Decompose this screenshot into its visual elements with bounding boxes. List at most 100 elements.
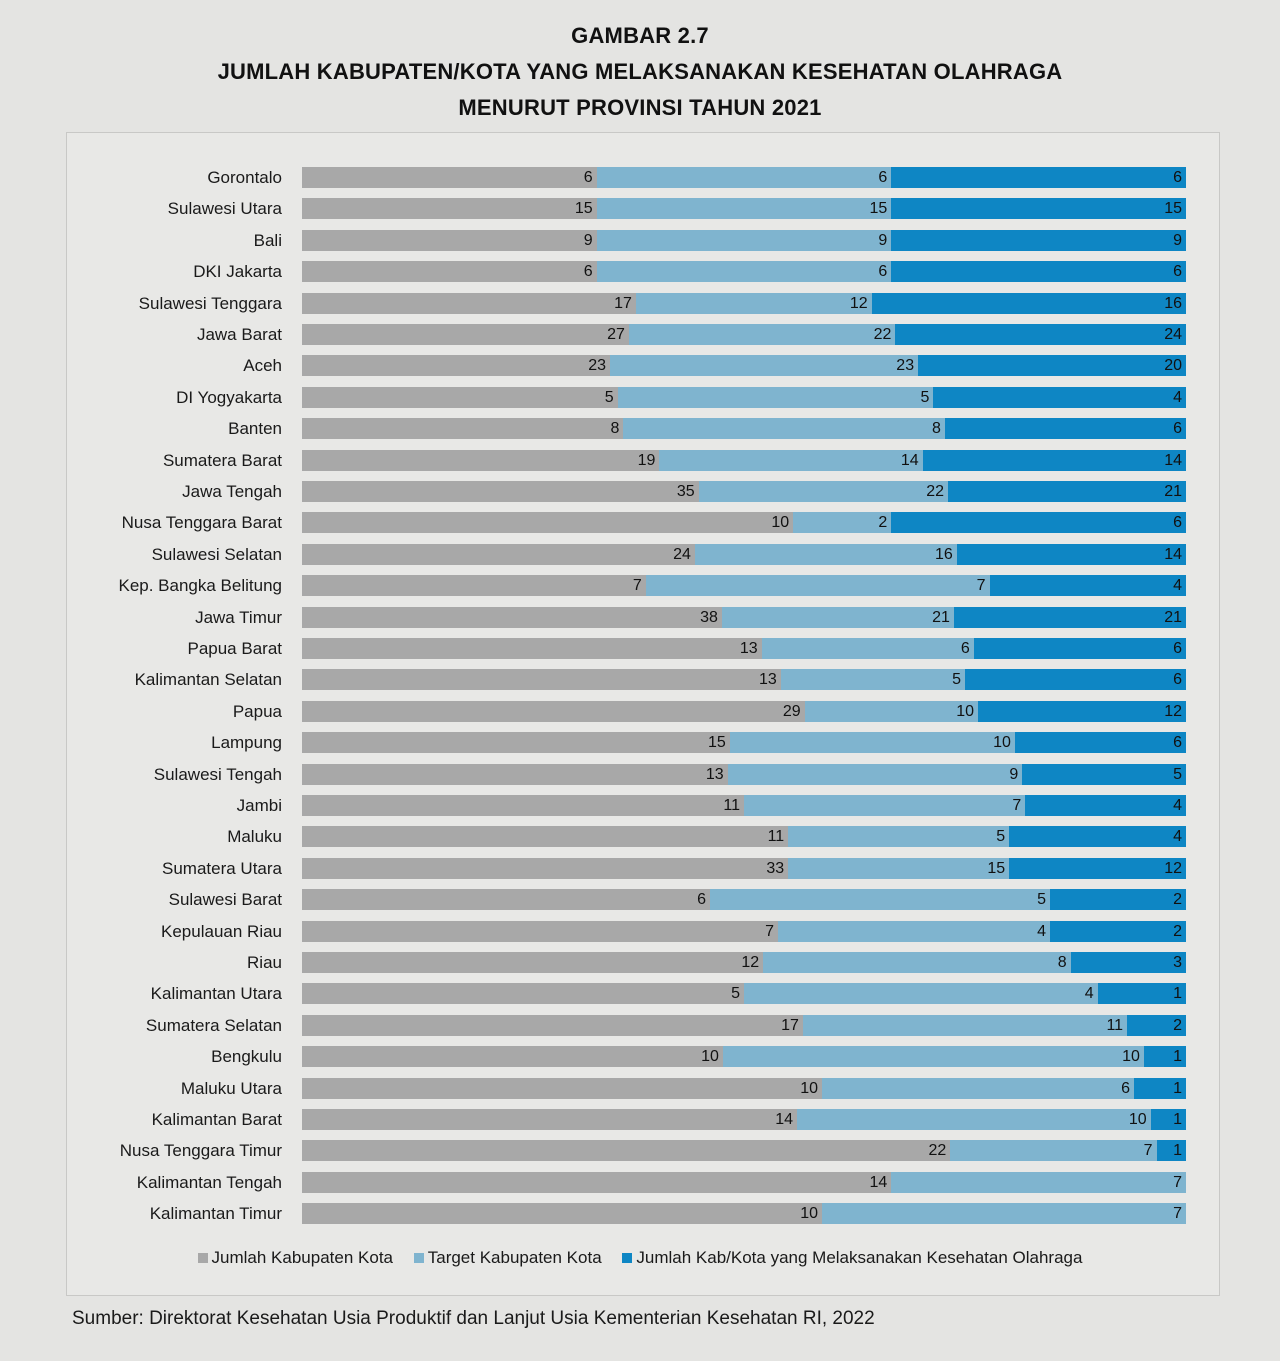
bar-row: 6 5 2	[302, 889, 1186, 911]
bar-segment-target	[822, 1077, 1134, 1099]
data-label-jumlah: 38	[700, 608, 718, 626]
bar-segment-target	[698, 481, 948, 502]
bar-segment-melaksanakan	[871, 292, 1186, 314]
bar-segment-melaksanakan	[1134, 1077, 1186, 1099]
bar-segment-melaksanakan	[1070, 952, 1186, 973]
legend-item-melaksanakan: Jumlah Kab/Kota yang Melaksanakan Keseha…	[622, 1248, 1082, 1268]
category-label: Jambi	[236, 796, 282, 815]
bar-segment-target	[710, 889, 1050, 911]
bar-segment-target	[804, 700, 978, 722]
data-label-target: 9	[1009, 765, 1019, 783]
bar-segment-melaksanakan	[891, 261, 1186, 283]
bar-segment-melaksanakan	[1009, 857, 1186, 879]
bar-segment-target	[778, 920, 1050, 942]
bar-row: 13 5 6	[302, 669, 1186, 691]
bar-segment-jumlah	[302, 261, 597, 283]
data-label-target: 6	[1121, 1079, 1130, 1097]
bar-segment-melaksanakan	[948, 481, 1186, 502]
bar-row: 19 14 14	[302, 449, 1186, 471]
data-label-jumlah: 7	[765, 922, 774, 940]
data-label-melaksanakan: 4	[1173, 577, 1182, 595]
bar-segment-melaksanakan	[1050, 920, 1186, 942]
data-label-melaksanakan: 2	[1173, 1016, 1182, 1034]
bar-segment-target	[623, 418, 945, 440]
data-label-target: 5	[1037, 891, 1046, 909]
data-label-target: 7	[1173, 1205, 1182, 1223]
bar-segment-jumlah	[302, 669, 781, 691]
data-label-jumlah: 19	[637, 451, 656, 469]
legend-swatch-jumlah	[197, 1253, 208, 1263]
bar-row: 10 7	[302, 1203, 1186, 1225]
category-label: Maluku	[227, 827, 282, 847]
bar-row: 35 22 21	[302, 481, 1186, 502]
category-label: Sumatera Selatan	[145, 1015, 282, 1035]
category-label: Sumatera Utara	[162, 858, 282, 878]
bar-segment-jumlah	[302, 575, 646, 597]
data-label-jumlah: 13	[705, 765, 724, 783]
legend-label-jumlah: Jumlah Kabupaten Kota	[211, 1248, 393, 1267]
bar-row: 13 6 6	[302, 638, 1186, 659]
data-label-melaksanakan: 2	[1173, 922, 1182, 940]
data-label-target: 5	[996, 828, 1006, 846]
bar-segment-jumlah	[302, 449, 660, 471]
legend-item-jumlah: Jumlah Kabupaten Kota	[197, 1248, 393, 1268]
data-label-target: 6	[878, 169, 888, 186]
data-label-melaksanakan: 1	[1173, 1142, 1182, 1160]
bar-segment-melaksanakan	[1156, 1140, 1186, 1162]
bar-row: 11 5 4	[302, 826, 1186, 848]
bar-row: 8 8 6	[302, 418, 1186, 440]
bar-segment-target	[617, 386, 934, 408]
bar-row: 17 11 2	[302, 1014, 1186, 1036]
data-label-jumlah: 7	[632, 577, 642, 595]
bar-segment-jumlah	[302, 386, 618, 408]
data-label-melaksanakan: 1	[1173, 1111, 1182, 1128]
data-label-melaksanakan: 6	[1173, 671, 1182, 689]
bar-segment-melaksanakan	[895, 324, 1186, 345]
bar-row: 14 7	[302, 1171, 1186, 1193]
bar-row: 27 22 24	[302, 324, 1186, 345]
data-label-target: 6	[878, 263, 888, 281]
bar-segment-melaksanakan	[989, 575, 1186, 597]
category-label: Gorontalo	[207, 168, 282, 187]
data-label-jumlah: 15	[707, 734, 726, 752]
bar-segment-melaksanakan	[933, 386, 1186, 408]
data-label-target: 8	[932, 420, 941, 438]
data-label-jumlah: 22	[928, 1142, 947, 1160]
data-label-jumlah: 6	[583, 169, 593, 186]
category-label: Riau	[247, 953, 282, 972]
data-label-jumlah: 17	[781, 1016, 799, 1034]
legend-item-target: Target Kabupaten Kota	[413, 1248, 602, 1268]
category-label: Jawa Tengah	[182, 482, 282, 501]
data-label-melaksanakan: 5	[1173, 765, 1182, 783]
data-label-melaksanakan: 9	[1173, 231, 1182, 249]
category-label: Jawa Timur	[195, 607, 282, 627]
bar-segment-melaksanakan	[918, 355, 1186, 377]
category-label: Maluku Utara	[180, 1078, 282, 1098]
data-label-jumlah: 12	[741, 954, 760, 971]
data-label-target: 10	[993, 734, 1011, 752]
bar-segment-target	[727, 763, 1023, 785]
data-label-target: 5	[920, 388, 930, 406]
category-label: Kep. Bangka Belitung	[118, 576, 282, 596]
bar-segment-jumlah	[302, 512, 794, 534]
bar-segment-melaksanakan	[1050, 889, 1186, 911]
data-label-melaksanakan: 14	[1164, 451, 1182, 469]
bar-segment-jumlah	[302, 198, 597, 220]
data-label-melaksanakan: 24	[1164, 326, 1182, 343]
category-label: Sulawesi Tenggara	[138, 293, 282, 313]
data-label-target: 7	[1143, 1142, 1153, 1160]
bar-segment-jumlah	[302, 1171, 892, 1193]
bar-segment-target	[744, 983, 1098, 1005]
bar-segment-melaksanakan	[1143, 1046, 1186, 1068]
data-label-target: 7	[1012, 797, 1022, 814]
bar-row: 33 15 12	[302, 857, 1186, 879]
category-label: Bali	[253, 230, 282, 250]
legend-swatch-target	[413, 1253, 424, 1263]
data-label-jumlah: 6	[697, 891, 706, 909]
data-label-melaksanakan: 1	[1173, 985, 1182, 1003]
category-label: Kalimantan Tengah	[136, 1172, 282, 1192]
category-label: Sulawesi Tengah	[153, 764, 282, 784]
data-label-melaksanakan: 2	[1173, 891, 1182, 909]
bar-row: 11 7 4	[302, 795, 1186, 816]
data-label-target: 4	[1037, 922, 1046, 940]
